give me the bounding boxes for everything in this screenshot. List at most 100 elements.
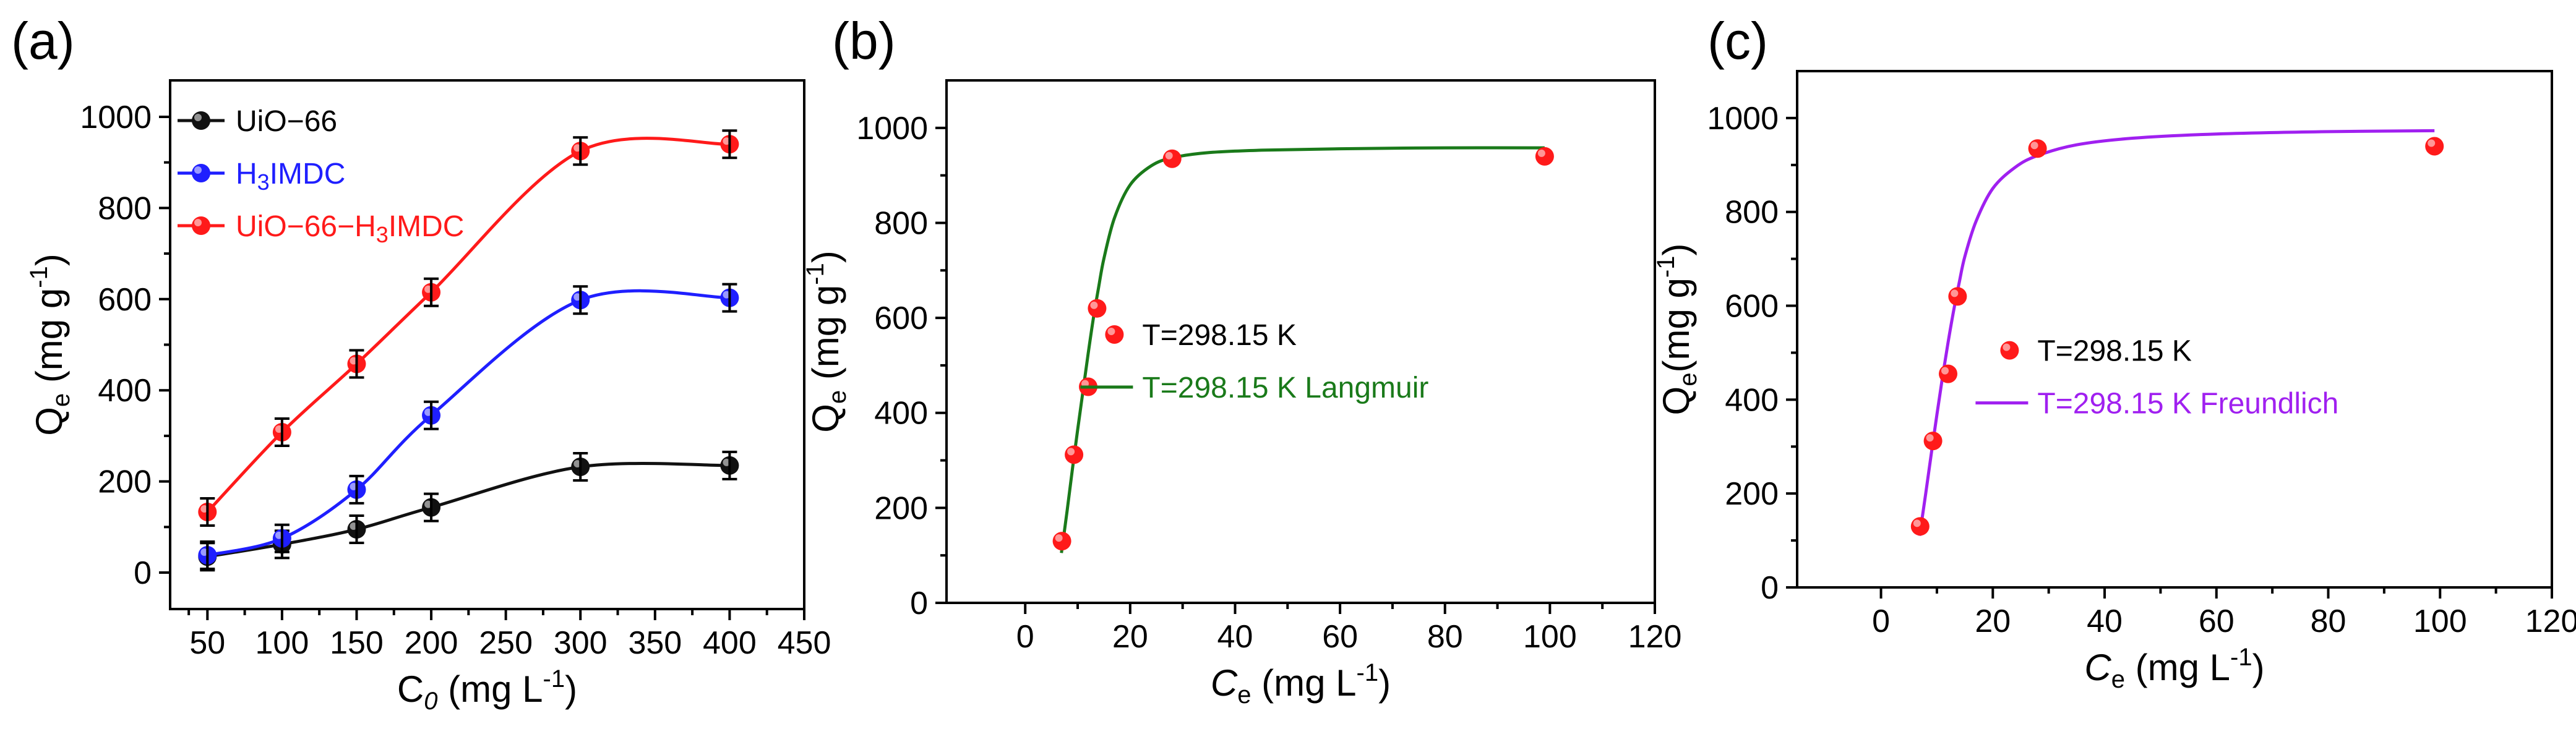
marker-ball — [1948, 287, 1967, 306]
data-point — [1535, 147, 1554, 166]
data-point — [422, 400, 441, 430]
marker-ball — [1162, 149, 1182, 168]
marker-highlight — [1951, 289, 1959, 297]
legend-label: H3IMDC — [236, 158, 345, 195]
legend-marker — [192, 111, 210, 130]
y-tick-label: 800 — [874, 205, 928, 241]
marker-highlight — [194, 166, 202, 174]
legend-label-fit: T=298.15 K Langmuir — [1142, 372, 1428, 404]
marker-ball — [1088, 299, 1107, 318]
x-tick-label: 400 — [703, 625, 757, 661]
legend-marker — [192, 164, 210, 182]
x-tick-label: 60 — [2199, 603, 2235, 639]
x-tick-label: 100 — [255, 625, 309, 661]
x-axis-title: C0 (mg L-1) — [397, 665, 577, 715]
x-tick-label: 0 — [1016, 619, 1034, 655]
legend-label-fit: T=298.15 K Freundlich — [2037, 388, 2338, 420]
data-point — [1948, 287, 1967, 306]
y-tick-label: 200 — [98, 464, 152, 500]
fit-curve — [1918, 129, 2435, 536]
marker-highlight — [1055, 534, 1063, 542]
series-line-2 — [206, 137, 730, 513]
marker-highlight — [1165, 151, 1173, 160]
y-tick-label: 400 — [874, 396, 928, 432]
data-point — [1162, 149, 1182, 168]
data-point — [1052, 532, 1071, 551]
y-axis-title: Qe (mg g-1) — [25, 254, 75, 436]
data-point — [1939, 364, 1957, 383]
x-tick-label: 20 — [1112, 619, 1148, 655]
x-tick-label: 120 — [1628, 619, 1682, 655]
series-line-1 — [207, 289, 730, 557]
x-tick-label: 250 — [479, 625, 533, 661]
legend-label-points: T=298.15 K — [1142, 319, 1297, 352]
marker-highlight — [2030, 142, 2038, 150]
x-tick-label: 150 — [330, 625, 384, 661]
y-tick-label: 0 — [910, 586, 928, 621]
x-tick-label: 100 — [1523, 619, 1577, 655]
y-tick-label: 1000 — [856, 111, 928, 147]
data-point — [347, 514, 366, 545]
marker-highlight — [1090, 301, 1098, 309]
legend-label: UiO−66−H3IMDC — [236, 210, 464, 247]
legend-marker — [192, 216, 210, 235]
panel-letter: (a) — [11, 12, 75, 70]
y-axis-title: Qe (mg g-1) — [802, 250, 851, 433]
x-axis-title: Ce (mg L-1) — [2084, 644, 2264, 693]
marker-ball — [2000, 341, 2019, 360]
data-point — [571, 452, 590, 482]
y-tick-label: 200 — [1725, 476, 1779, 512]
x-tick-label: 450 — [778, 625, 831, 661]
marker-ball — [192, 164, 210, 182]
x-tick-label: 300 — [554, 625, 608, 661]
y-tick-label: 800 — [1725, 195, 1779, 231]
y-tick-label: 400 — [98, 373, 152, 409]
marker-ball — [1052, 532, 1071, 551]
data-point — [198, 497, 217, 527]
data-point — [272, 523, 291, 553]
data-point — [571, 285, 590, 315]
y-tick-label: 400 — [1725, 382, 1779, 418]
marker-ball — [2425, 137, 2444, 156]
y-tick-label: 0 — [1761, 570, 1779, 606]
x-tick-label: 200 — [405, 625, 458, 661]
x-tick-label: 350 — [628, 625, 682, 661]
chart-panel-c: (c) 0 20 40 60 80 100 120 0 200 400 600 800 1000 Ce (m… — [1652, 12, 2576, 693]
plot-frame — [945, 79, 1656, 604]
x-tick-label: 20 — [1975, 603, 2011, 639]
legend-label-points: T=298.15 K — [2037, 335, 2192, 368]
data-point — [1065, 445, 1084, 464]
marker-ball — [192, 216, 210, 235]
data-point — [720, 450, 739, 480]
chart-panel-b: (b) 0 20 40 60 80 100 120 0 200 400 600 800 1000 Ce (m… — [802, 12, 1681, 709]
data-point — [1910, 517, 1930, 536]
marker-highlight — [1913, 519, 1921, 527]
data-point — [1088, 299, 1107, 318]
marker-highlight — [2428, 139, 2436, 147]
data-point — [2028, 139, 2047, 158]
legend-marker — [2000, 341, 2019, 360]
x-tick-label: 40 — [1217, 619, 1253, 655]
chart-panel-a: (a) 50 100 150 200 250 300 350 400 450 0 200 400 600 8… — [11, 12, 831, 715]
data-point — [720, 283, 739, 313]
y-tick-label: 1000 — [80, 100, 152, 135]
y-tick-label: 0 — [134, 555, 152, 591]
data-point — [2425, 137, 2444, 156]
marker-ball — [1535, 147, 1554, 166]
marker-ball — [1939, 364, 1957, 383]
marker-ball — [1923, 432, 1943, 451]
marker-highlight — [1926, 434, 1934, 442]
marker-ball — [2028, 139, 2047, 158]
y-tick-label: 600 — [98, 282, 152, 318]
y-tick-label: 600 — [1725, 289, 1779, 325]
data-point — [422, 277, 441, 307]
legend-marker — [1105, 325, 1124, 344]
y-tick-label: 1000 — [1707, 101, 1779, 137]
marker-highlight — [1107, 327, 1115, 335]
marker-highlight — [1537, 149, 1545, 157]
data-point — [347, 474, 366, 505]
marker-ball — [192, 111, 210, 130]
plot-frame — [169, 79, 805, 610]
marker-highlight — [1067, 448, 1075, 456]
